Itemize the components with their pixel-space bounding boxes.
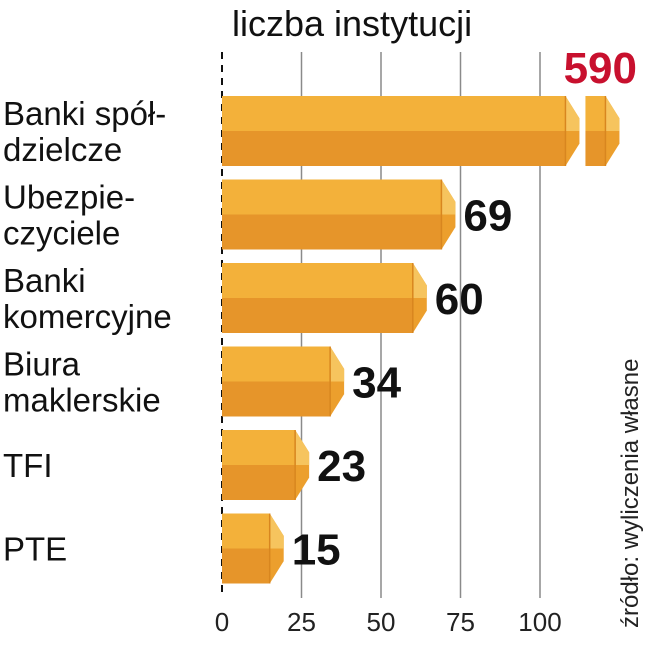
bar-1 (222, 179, 456, 250)
bar-2 (222, 263, 427, 333)
bar-5 (222, 513, 284, 584)
category-label: TFI (3, 447, 52, 484)
bars (222, 96, 620, 584)
category-label: Biura (3, 346, 81, 383)
category-label: Banki spół- (3, 95, 166, 132)
value-label: 590 (564, 44, 637, 93)
x-tick-label: 75 (446, 607, 475, 637)
bar-3 (222, 346, 345, 417)
category-label: PTE (3, 531, 67, 568)
x-tick-label: 0 (215, 607, 229, 637)
value-label: 23 (317, 442, 366, 491)
bar-0-after-break (585, 96, 620, 166)
source-note: źródło: wyliczenia własne (617, 359, 644, 628)
value-label: 69 (463, 192, 512, 241)
chart-title: liczba instytucji (232, 3, 472, 44)
category-label: czyciele (3, 215, 120, 252)
x-tick-label: 100 (518, 607, 561, 637)
x-tick-label: 25 (287, 607, 316, 637)
x-axis-ticks: 0 25 50 75 100 (215, 607, 562, 637)
category-label: Banki (3, 262, 86, 299)
labels: Banki spół-dzielcze 590 Ubezpie-czyciele 69… (3, 44, 637, 575)
category-label: Ubezpie- (3, 179, 135, 216)
value-label: 34 (352, 359, 401, 408)
category-label: dzielcze (3, 131, 122, 168)
x-tick-label: 50 (367, 607, 396, 637)
category-label: maklerskie (3, 382, 161, 419)
bar-0 (222, 96, 580, 166)
value-label: 60 (435, 275, 484, 324)
bar-4 (222, 430, 310, 500)
value-label: 15 (292, 526, 341, 575)
category-label: komercyjne (3, 298, 172, 335)
